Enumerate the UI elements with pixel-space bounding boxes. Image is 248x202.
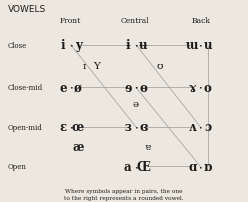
Text: Œ: Œ xyxy=(136,160,150,173)
Text: •: • xyxy=(69,43,73,48)
Text: Central: Central xyxy=(121,17,150,25)
Text: •: • xyxy=(134,43,138,48)
Text: ɑ: ɑ xyxy=(188,160,196,173)
Text: Open: Open xyxy=(7,163,26,171)
Text: •: • xyxy=(69,85,73,90)
Text: Open-mid: Open-mid xyxy=(7,123,42,131)
Text: i: i xyxy=(61,39,65,52)
Text: Y: Y xyxy=(93,62,100,71)
Text: ɐ: ɐ xyxy=(144,143,151,152)
Text: u: u xyxy=(204,39,212,52)
Text: Front: Front xyxy=(60,17,81,25)
Text: e: e xyxy=(60,81,67,94)
Text: ɘ: ɘ xyxy=(124,81,131,94)
Text: Close: Close xyxy=(7,41,27,49)
Text: a: a xyxy=(124,160,131,173)
Text: •: • xyxy=(69,125,73,130)
Text: •: • xyxy=(198,85,202,90)
Text: Close-mid: Close-mid xyxy=(7,84,43,92)
Text: ʌ: ʌ xyxy=(188,121,196,134)
Text: ʊ: ʊ xyxy=(157,62,163,71)
Text: ɛ: ɛ xyxy=(60,121,67,134)
Text: ɨ: ɨ xyxy=(125,39,130,52)
Text: ɤ: ɤ xyxy=(188,81,196,94)
Text: ɯ: ɯ xyxy=(186,39,198,52)
Text: ɪ: ɪ xyxy=(83,62,86,71)
Text: •: • xyxy=(134,85,138,90)
Text: •: • xyxy=(134,164,138,169)
Text: y: y xyxy=(75,39,82,52)
Text: ə: ə xyxy=(133,100,139,109)
Text: ɒ: ɒ xyxy=(204,160,212,173)
Text: ɜ: ɜ xyxy=(124,121,131,134)
Text: ɔ: ɔ xyxy=(204,121,211,134)
Text: •: • xyxy=(198,125,202,130)
Text: VOWELS: VOWELS xyxy=(7,5,46,14)
Text: •: • xyxy=(198,164,202,169)
Text: œ: œ xyxy=(72,121,84,134)
Text: ø: ø xyxy=(74,81,82,94)
Text: o: o xyxy=(204,81,212,94)
Text: æ: æ xyxy=(72,141,84,154)
Text: ɵ: ɵ xyxy=(139,81,147,94)
Text: Where symbols appear in pairs, the one
to the right represents a rounded vowel.: Where symbols appear in pairs, the one t… xyxy=(64,188,184,200)
Text: •: • xyxy=(134,125,138,130)
Text: ʉ: ʉ xyxy=(139,39,148,52)
Text: ɞ: ɞ xyxy=(139,121,148,134)
Text: Back: Back xyxy=(191,17,210,25)
Text: •: • xyxy=(198,43,202,48)
